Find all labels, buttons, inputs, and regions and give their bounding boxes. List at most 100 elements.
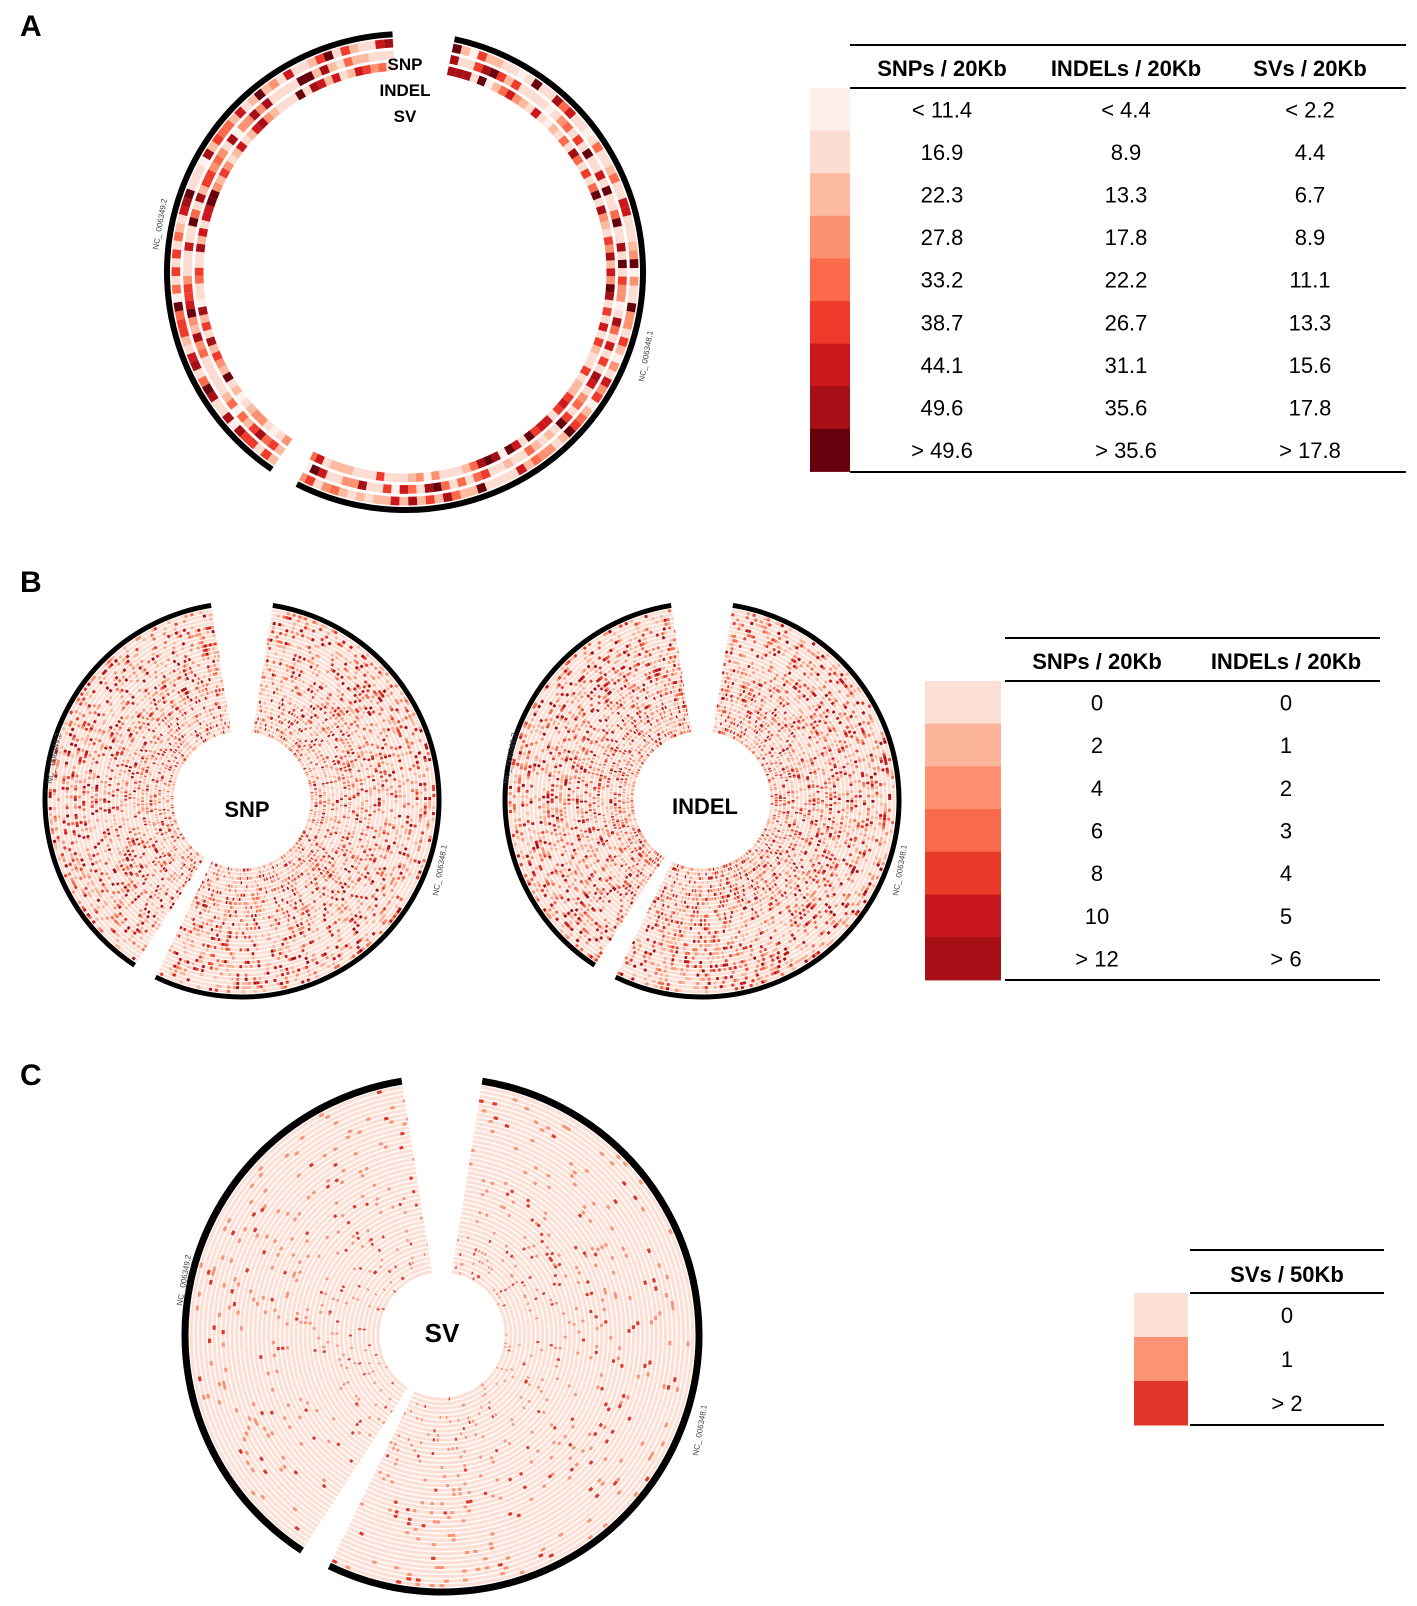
heatmap-cell <box>321 812 326 815</box>
heatmap-cell <box>593 336 604 348</box>
heatmap-cell <box>329 781 333 784</box>
heatmap-cell <box>299 753 303 757</box>
heatmap-cell <box>220 963 224 968</box>
heatmap-cell <box>267 715 270 719</box>
heatmap-cell <box>615 189 627 201</box>
heatmap-cell <box>301 854 305 858</box>
chromosome-ideogram-arc <box>295 36 646 513</box>
heatmap-cell <box>398 784 402 788</box>
heatmap-cell <box>438 469 448 480</box>
heatmap-cell <box>249 964 253 969</box>
heatmap-cell <box>288 747 292 750</box>
heatmap-cell <box>609 800 613 802</box>
heatmap-cell <box>622 319 634 331</box>
heatmap-cell <box>377 789 381 792</box>
heatmap-cell <box>468 460 479 472</box>
heatmap-cell <box>210 861 213 865</box>
heatmap-cell <box>423 782 427 786</box>
heatmap-cell <box>206 390 219 403</box>
heatmap-cell <box>209 966 213 970</box>
ring-label-snp: SNP <box>388 55 423 74</box>
heatmap-cell <box>173 830 177 833</box>
heatmap-cell <box>228 888 231 892</box>
heatmap-cell <box>620 206 632 217</box>
heatmap-cell <box>164 817 168 820</box>
heatmap-cell <box>299 843 303 847</box>
heatmap-cell <box>372 785 377 788</box>
heatmap-cell <box>423 808 427 812</box>
heatmap-cell <box>194 259 204 268</box>
heatmap-cell <box>262 988 267 993</box>
heatmap-cell <box>420 831 425 835</box>
heatmap-cell <box>174 822 178 825</box>
heatmap-cell <box>183 738 187 742</box>
heatmap-cell <box>195 251 205 261</box>
heatmap-cell <box>298 837 302 841</box>
heatmap-cell <box>626 302 637 313</box>
heatmap-cell <box>308 838 312 841</box>
heatmap-cell <box>349 478 360 489</box>
heatmap-cell <box>216 404 229 418</box>
heatmap-cell <box>282 68 295 81</box>
heatmap-cell <box>226 989 231 994</box>
heatmap-cell <box>544 89 557 102</box>
heatmap-cell <box>282 737 286 741</box>
heatmap-cell <box>207 887 211 892</box>
heatmap-cell <box>597 177 610 189</box>
heatmap-cell <box>261 97 274 110</box>
heatmap-cell <box>616 292 626 303</box>
heatmap-cell <box>94 803 98 806</box>
heatmap-cell <box>188 857 192 861</box>
heatmap-cell <box>62 775 66 779</box>
heatmap-cell <box>344 803 348 805</box>
heatmap-cell <box>244 872 246 876</box>
heatmap-cell <box>199 313 210 324</box>
heatmap-cell <box>161 851 165 855</box>
heatmap-cell <box>150 810 154 813</box>
heatmap-cell <box>275 873 278 877</box>
heatmap-cell <box>193 720 196 724</box>
heatmap-cell <box>274 87 287 100</box>
heatmap-cell <box>511 93 523 105</box>
heatmap-cell <box>699 885 701 889</box>
heatmap-cell <box>160 776 164 779</box>
heatmap-cell <box>317 828 321 831</box>
heatmap-cell <box>151 778 155 781</box>
heatmap-cell <box>170 798 174 800</box>
heatmap-cell <box>314 823 319 826</box>
heatmap-cell <box>415 797 419 800</box>
heatmap-cell <box>52 789 57 793</box>
heatmap-cell <box>483 454 494 466</box>
heatmap-cell <box>329 833 333 836</box>
heatmap-cell <box>48 791 52 796</box>
heatmap-cell <box>250 905 253 910</box>
heatmap-cell <box>120 809 124 813</box>
heatmap-cell <box>189 858 193 862</box>
heatmap-cell <box>190 171 202 184</box>
heatmap-cell <box>195 192 206 204</box>
heatmap-cell <box>194 163 206 176</box>
heatmap-cell <box>606 260 616 269</box>
heatmap-cell <box>234 106 247 119</box>
heatmap-cell <box>56 835 60 840</box>
heatmap-cell <box>74 816 78 820</box>
heatmap-cell <box>239 965 242 969</box>
heatmap-cell <box>308 81 320 93</box>
heatmap-cell <box>394 792 398 796</box>
heatmap-cell <box>260 726 263 730</box>
heatmap-cell <box>566 404 579 417</box>
heatmap-cell <box>624 223 636 234</box>
heatmap-cell <box>613 804 617 807</box>
heatmap-cell <box>83 822 88 826</box>
heatmap-cell <box>407 484 417 494</box>
heatmap-cell <box>423 814 427 818</box>
heatmap-cell <box>620 327 632 339</box>
heatmap-cell <box>607 201 618 212</box>
heatmap-cell <box>272 621 276 626</box>
heatmap-cell <box>124 791 128 794</box>
heatmap-cell <box>428 835 432 840</box>
heatmap-cell <box>567 385 579 397</box>
heatmap-cell <box>218 984 222 989</box>
heatmap-cell <box>605 252 615 261</box>
heatmap-cell <box>94 800 98 804</box>
